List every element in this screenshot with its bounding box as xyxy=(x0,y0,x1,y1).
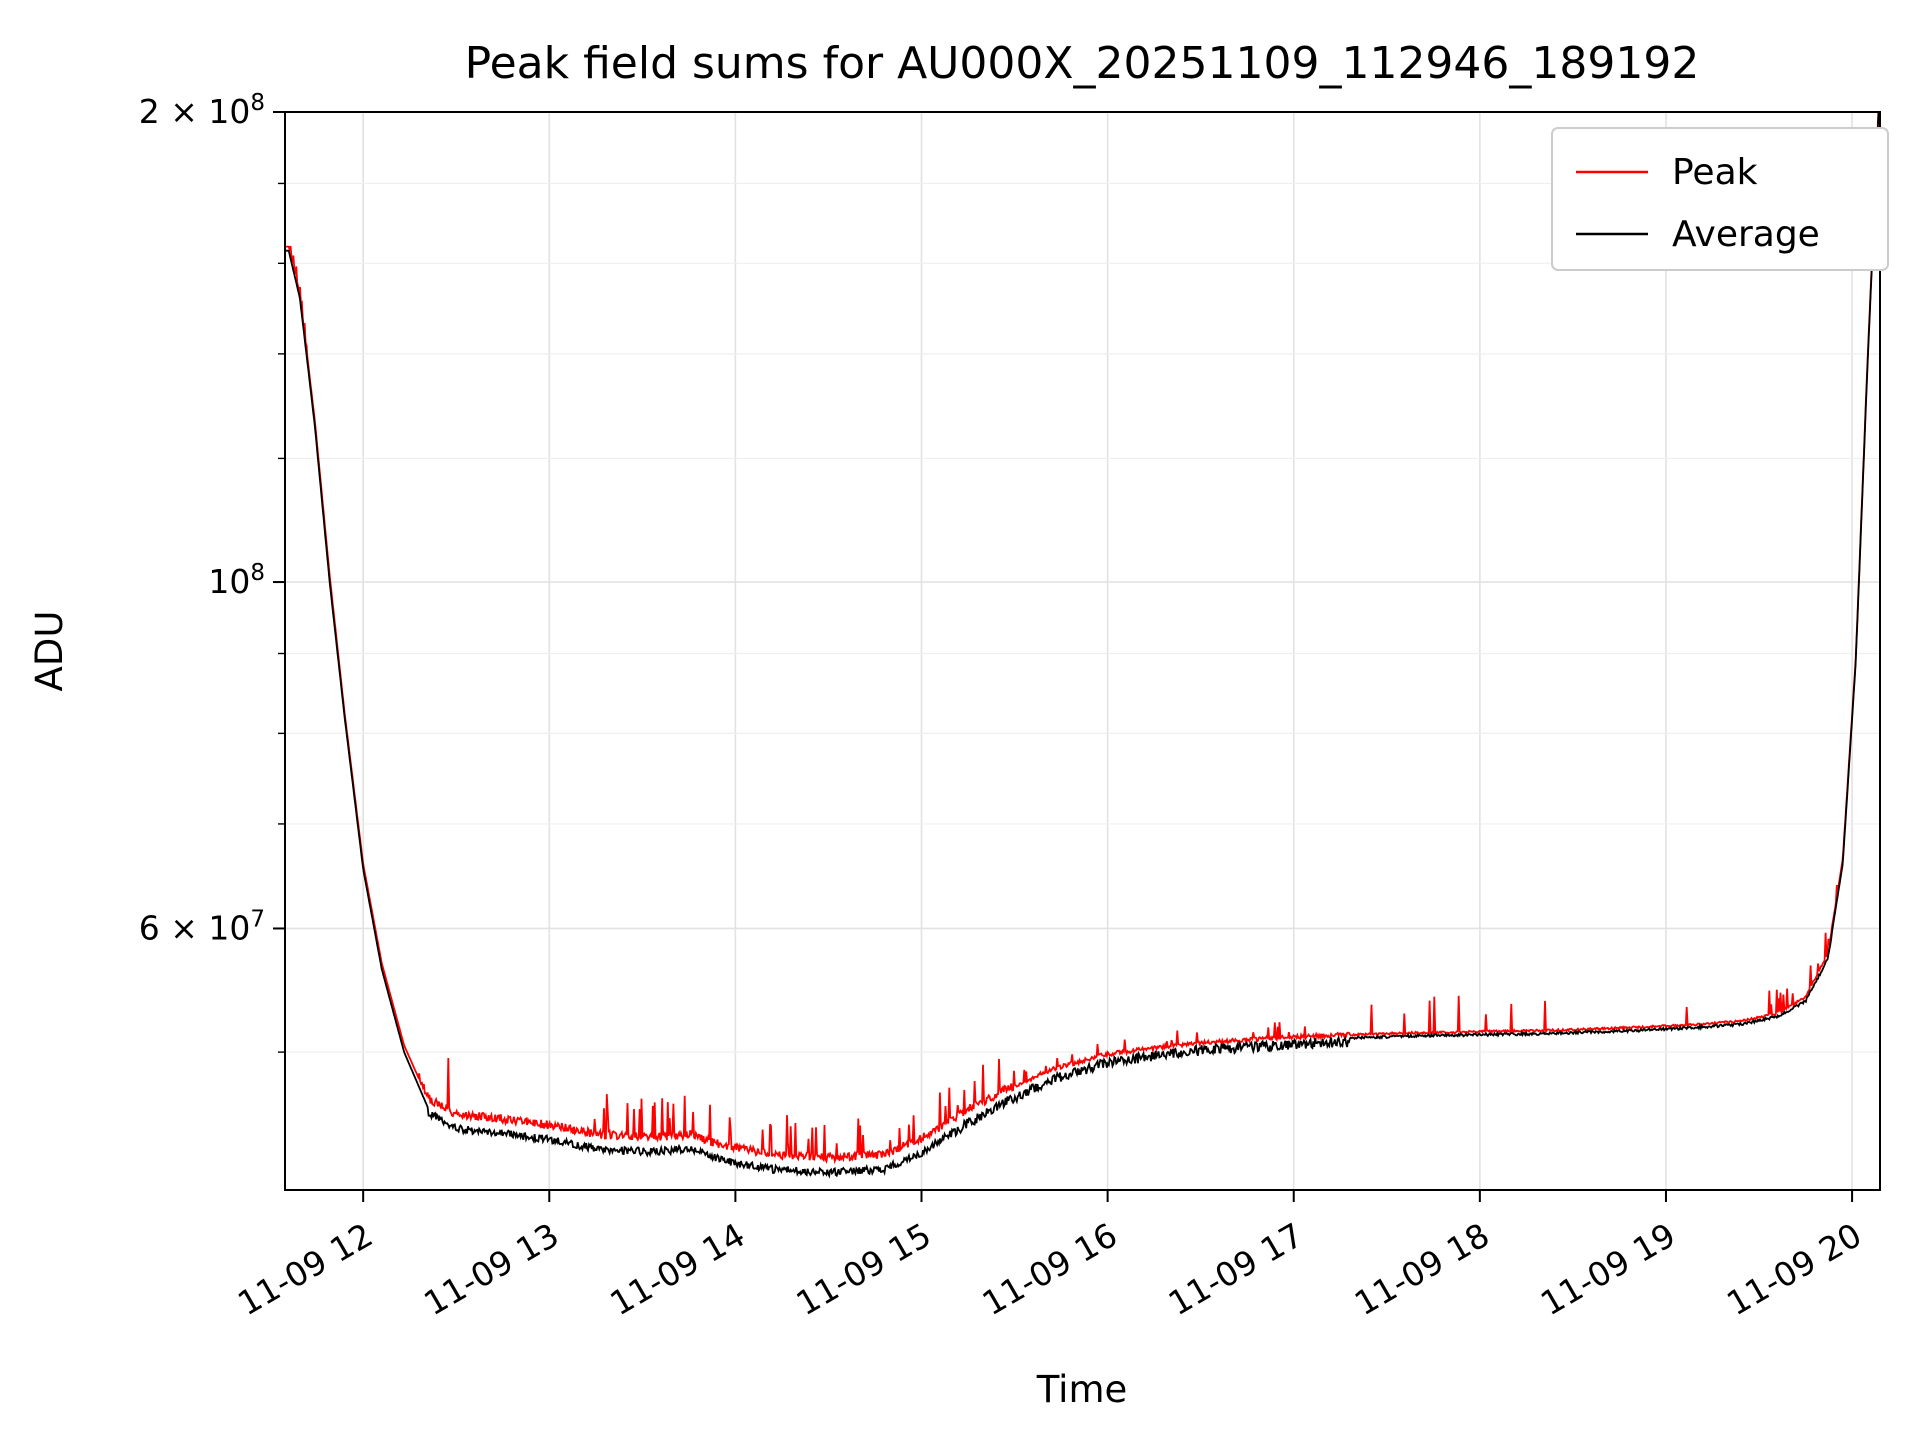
series-lines xyxy=(285,112,1880,1179)
y-tick-label: 6 × 107 xyxy=(139,906,265,947)
x-tick-label: 11-09 17 xyxy=(1162,1215,1310,1323)
x-axis-label: Time xyxy=(1036,1368,1128,1411)
x-tick-label: 11-09 12 xyxy=(231,1215,379,1323)
legend-label-peak: Peak xyxy=(1672,152,1758,193)
x-tick-label: 11-09 13 xyxy=(417,1215,565,1323)
x-tick-label: 11-09 18 xyxy=(1348,1215,1496,1323)
axis-ticks: 11-09 12 11-09 13 11-09 14 11-09 15 11-09 16… xyxy=(139,90,1868,1323)
x-tick-label: 11-09 19 xyxy=(1534,1215,1682,1323)
y-tick-exponent: 8 xyxy=(250,90,265,116)
x-tick-label: 11-09 20 xyxy=(1720,1215,1868,1323)
y-tick-label: 108 xyxy=(208,560,265,601)
series-line-average xyxy=(285,112,1880,1179)
y-tick-exponent: 8 xyxy=(250,560,265,586)
series-line-peak xyxy=(285,112,1880,1165)
x-tick-label: 11-09 14 xyxy=(603,1215,751,1323)
legend-label-average: Average xyxy=(1672,214,1820,255)
y-axis-label: ADU xyxy=(28,611,71,692)
plot-border xyxy=(284,111,1881,1191)
gridlines xyxy=(285,111,1880,1190)
legend: Peak Average xyxy=(1551,127,1889,271)
chart-title: Peak field sums for AU000X_20251109_1129… xyxy=(465,38,1700,89)
y-tick-exponent: 7 xyxy=(250,906,265,932)
x-tick-label: 11-09 16 xyxy=(976,1215,1124,1323)
y-tick-label: 2 × 108 xyxy=(139,90,265,131)
x-tick-label: 11-09 15 xyxy=(790,1215,938,1323)
